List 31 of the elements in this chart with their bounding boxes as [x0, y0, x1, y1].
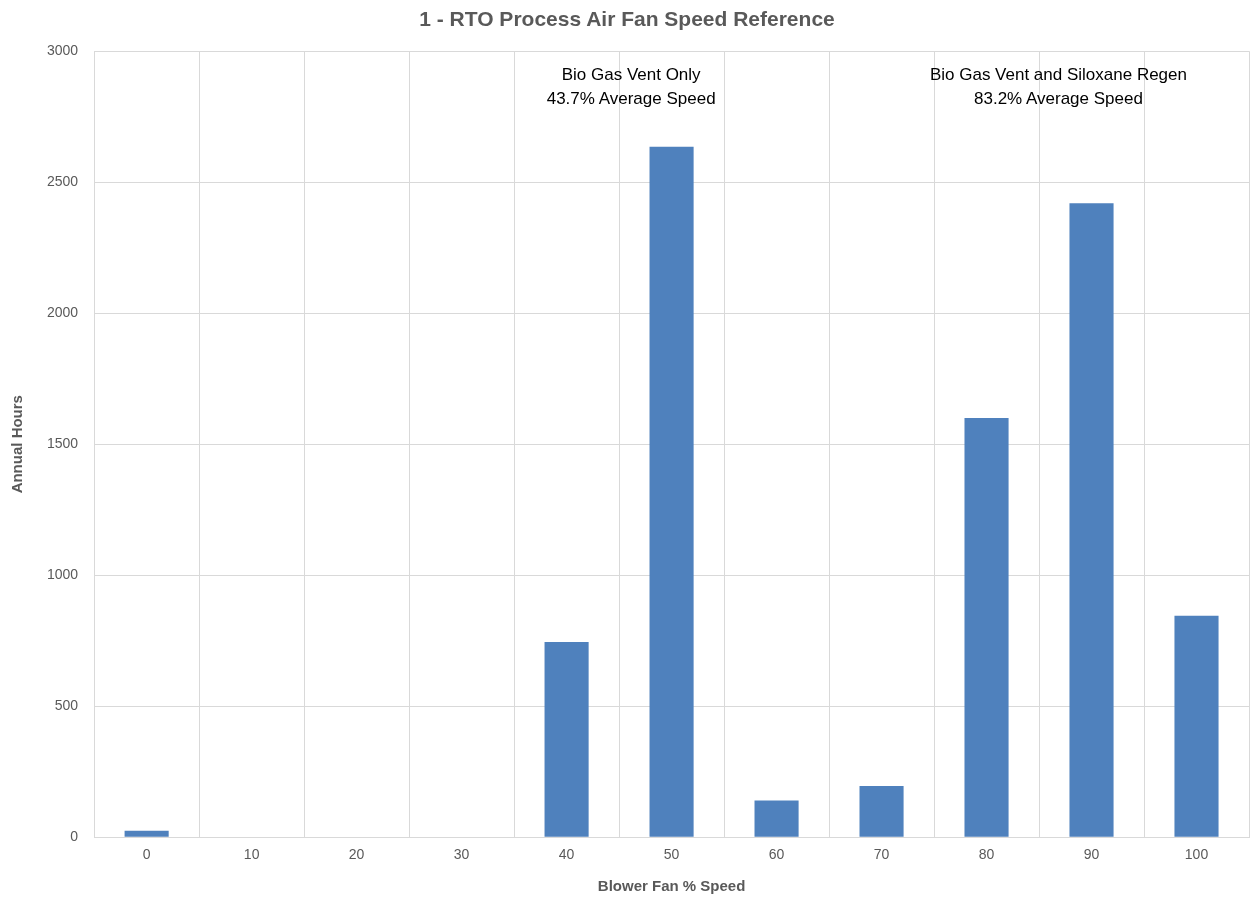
- y-tick-label: 3000: [46, 42, 79, 59]
- y-tick-label: 1500: [46, 435, 79, 452]
- x-axis-title: Blower Fan % Speed: [597, 877, 746, 895]
- y-tick-label: 2000: [46, 304, 79, 321]
- bar: [124, 830, 169, 837]
- x-tick-label: 50: [663, 846, 680, 863]
- y-tick-label: 1000: [46, 566, 79, 583]
- x-tick-label: 90: [1083, 846, 1100, 863]
- bar: [859, 786, 904, 837]
- x-tick-label: 10: [243, 846, 260, 863]
- chart-title: 1 - RTO Process Air Fan Speed Reference: [419, 7, 835, 31]
- x-tick-label: 20: [348, 846, 365, 863]
- x-tick-label: 80: [978, 846, 995, 863]
- x-tick-label: 70: [873, 846, 890, 863]
- bar: [544, 642, 589, 837]
- x-tick-label: 30: [453, 846, 470, 863]
- x-tick-label: 0: [142, 846, 151, 863]
- bar: [1174, 615, 1219, 837]
- annotation: Bio Gas Vent and Siloxane Regen 83.2% Average Speed: [929, 65, 1187, 109]
- x-tick-label: 40: [558, 846, 575, 863]
- bar: [1069, 203, 1114, 837]
- bar: [964, 418, 1009, 837]
- y-tick-label: 0: [70, 828, 79, 845]
- y-tick-label: 500: [54, 697, 79, 714]
- x-tick-label: 60: [768, 846, 785, 863]
- y-tick-label: 2500: [46, 173, 79, 190]
- y-axis-title: Annual Hours: [8, 395, 26, 494]
- bar: [754, 800, 799, 837]
- x-tick-label: 100: [1184, 846, 1209, 863]
- bar: [649, 146, 694, 837]
- annotation: Bio Gas Vent Only 43.7% Average Speed: [546, 65, 716, 109]
